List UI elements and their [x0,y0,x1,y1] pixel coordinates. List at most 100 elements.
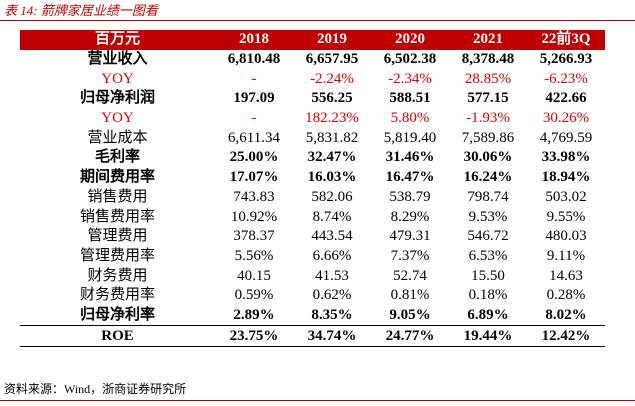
cell: -2.24% [310,70,354,87]
cell: 9.55% [546,208,586,225]
cell: 9.05% [389,306,431,323]
row-label: 期间费用率 [79,169,155,186]
row-label: 销售费用率 [79,208,155,225]
cell: -1.93% [466,110,510,127]
cell: 6.89% [467,306,509,323]
table-row: 管理费用 378.37 443.54 479.31 546.72 480.03 [20,227,605,247]
cell: 538.79 [389,188,431,205]
cell: 6.66% [312,247,352,264]
column-header: 2018 [215,30,293,50]
column-header: 2019 [293,30,371,50]
cell: 6,657.95 [305,51,359,68]
cell: 16.03% [307,169,357,186]
footer-rule [0,400,635,401]
row-label: 管理费用率 [79,247,155,264]
cell: 0.18% [468,287,508,304]
cell: 8.29% [390,208,430,225]
row-label: 营业成本 [87,129,148,146]
cell: 577.15 [467,90,509,107]
cell: 182.23% [305,110,359,127]
cell: 30.26% [542,110,590,127]
cell: 2.89% [233,306,275,323]
column-header: 22前3Q [527,30,605,50]
row-label: 销售费用 [87,188,148,205]
row-label: 管理费用 [87,228,148,245]
cell: 52.74 [393,267,427,284]
table-row: 财务费用率 0.59% 0.62% 0.81% 0.18% 0.28% [20,286,605,306]
cell: 25.00% [229,149,279,166]
column-header: 2021 [449,30,527,50]
cell: 588.51 [389,90,431,107]
title-rule [0,20,635,21]
table-row: 归母净利率 2.89% 8.35% 9.05% 6.89% 8.02% [20,306,605,326]
cell: - [251,110,257,127]
cell: 5,266.93 [539,51,593,68]
table: 百万元 2018 2019 2020 2021 22前3Q 营业收入 6,810.48 6,6… [20,30,605,347]
cell: 8.74% [312,208,352,225]
table-row: ROE 23.75% 34.74% 24.77% 19.44% 12.42% [20,325,605,347]
cell: 9.53% [468,208,508,225]
cell: 7.37% [390,247,430,264]
row-label: YOY [101,110,134,127]
table-row: YOY - 182.23% 5.80% -1.93% 30.26% [20,109,605,129]
header-row: 百万元 2018 2019 2020 2021 22前3Q [20,30,605,50]
cell: - [251,70,257,87]
cell: 14.63 [549,267,583,284]
table-row: 财务费用 40.15 41.53 52.74 15.50 14.63 [20,266,605,286]
row-label: 财务费用 [87,267,148,284]
row-label: 财务费用率 [79,287,155,304]
source-note: 资料来源：Wind，浙商证券研究所 [4,382,187,396]
cell: 582.06 [311,188,353,205]
cell: 7,589.86 [461,129,515,146]
table-row: 营业收入 6,810.48 6,657.95 6,502.38 8,378.48 5,26… [20,50,605,70]
cell: 32.47% [307,149,357,166]
row-label: ROE [20,325,215,347]
cell: 503.02 [545,188,587,205]
cell: 5,819.40 [383,129,437,146]
row-label: 归母净利润 [79,90,155,107]
cell: 378.37 [233,228,275,245]
cell: 5.56% [234,247,274,264]
title: 表 14: 箭牌家居业绩一图看 [4,3,158,18]
cell: 8,378.48 [461,51,515,68]
cell: 556.25 [311,90,353,107]
row-label: YOY [101,70,134,87]
cell: 30.06% [463,149,513,166]
cell: 16.24% [463,169,513,186]
cell: 23.75% [215,325,293,347]
row-label: 归母净利率 [79,306,155,323]
cell: 6.53% [468,247,508,264]
column-header: 百万元 [20,30,215,50]
table-body: 营业收入 6,810.48 6,657.95 6,502.38 8,378.48 5,26… [20,50,605,347]
table-row: 毛利率 25.00% 32.47% 31.46% 30.06% 33.98% [20,148,605,168]
cell: 0.62% [312,287,352,304]
cell: 197.09 [233,90,275,107]
cell: 12.42% [527,325,605,347]
table-row: 管理费用率 5.56% 6.66% 7.37% 6.53% 9.11% [20,247,605,267]
table-head: 百万元 2018 2019 2020 2021 22前3Q [20,30,605,50]
cell: 4,769.59 [539,129,593,146]
cell: 28.85% [464,70,512,87]
cell: 8.02% [545,306,587,323]
cell: 41.53 [315,267,349,284]
cell: 0.59% [234,287,274,304]
table-row: 期间费用率 17.07% 16.03% 16.47% 16.24% 18.94% [20,168,605,188]
cell: 10.92% [230,208,278,225]
cell: 480.03 [545,228,587,245]
cell: 19.44% [449,325,527,347]
cell: -6.23% [544,70,588,87]
cell: 5.80% [390,110,430,127]
cell: 8.35% [311,306,353,323]
cell: 6,502.38 [383,51,437,68]
cell: 0.28% [546,287,586,304]
cell: 5,831.82 [305,129,359,146]
table-row: 销售费用 743.83 582.06 538.79 798.74 503.02 [20,188,605,208]
cell: 546.72 [467,228,509,245]
cell: 17.07% [229,169,279,186]
cell: 479.31 [389,228,431,245]
cell: 34.74% [293,325,371,347]
cell: 24.77% [371,325,449,347]
table-row: 销售费用率 10.92% 8.74% 8.29% 9.53% 9.55% [20,207,605,227]
table-row: 归母净利润 197.09 556.25 588.51 577.15 422.66 [20,89,605,109]
